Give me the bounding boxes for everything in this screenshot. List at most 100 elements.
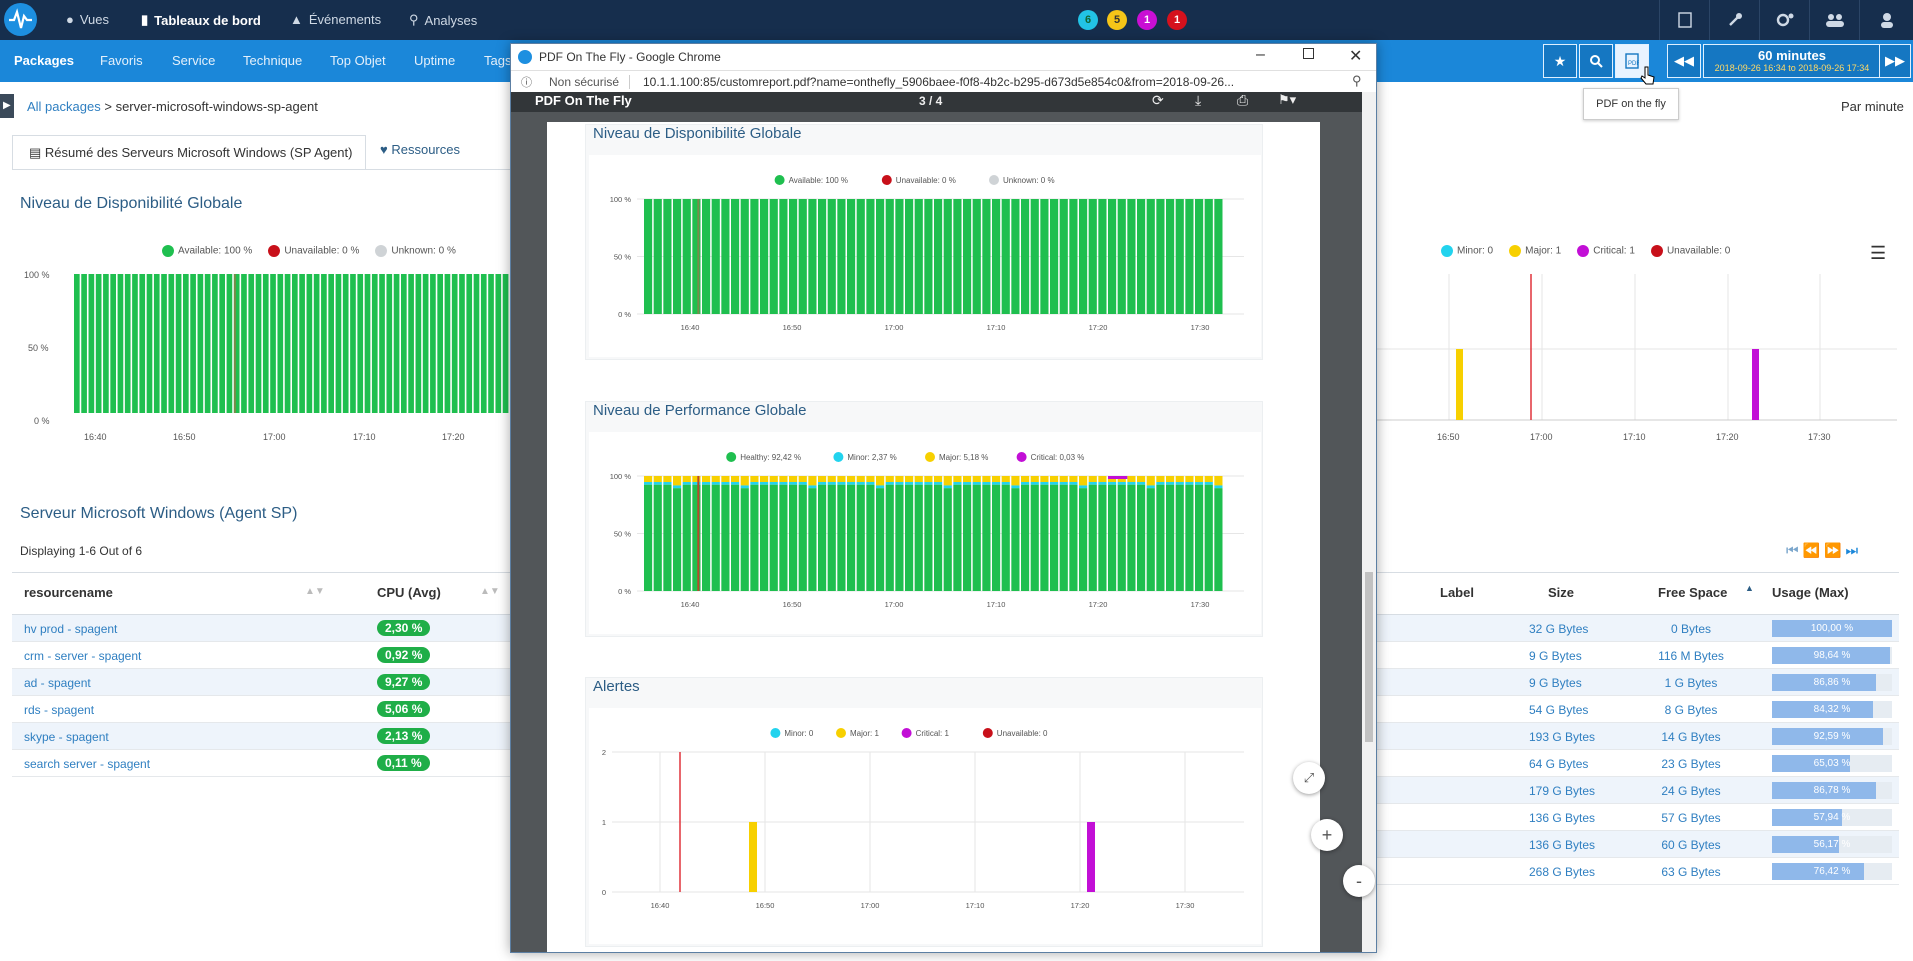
minor-alert-badge[interactable]: 6 (1078, 10, 1098, 30)
tab-favoris[interactable]: Favoris (100, 53, 143, 68)
rotate-icon[interactable]: ⟳ (1152, 92, 1164, 108)
col-free-space[interactable]: Free Space (1658, 585, 1728, 600)
table-row[interactable]: 64 G Bytes 23 G Bytes 65,03 % (1377, 750, 1899, 777)
pdf-icon: PDF (1625, 53, 1639, 69)
users-icon[interactable] (1809, 0, 1859, 40)
sort-asc-icon[interactable]: ▲ (1745, 583, 1754, 593)
maximize-icon[interactable] (1303, 48, 1314, 59)
favorite-star-button[interactable]: ★ (1543, 44, 1577, 78)
tab-tags[interactable]: Tags (484, 53, 512, 68)
table-row[interactable]: rds - spagent 5,06 % (12, 696, 510, 723)
legend-major[interactable]: Major: 1 (1509, 245, 1561, 257)
search-button[interactable] (1579, 44, 1613, 78)
zoom-in-button[interactable]: + (1311, 819, 1343, 851)
bookmark-icon[interactable]: ⚑▾ (1278, 92, 1297, 107)
col-resourcename[interactable]: resourcename (24, 585, 113, 600)
tab-technique[interactable]: Technique (243, 53, 303, 68)
critical-alert-badge[interactable]: 1 (1137, 10, 1157, 30)
usage-value: 100,00 % (1810, 623, 1854, 634)
nav-evenements[interactable]: ▲ Événements (290, 12, 382, 27)
minor-segment (827, 481, 836, 485)
tab-service[interactable]: Service (172, 53, 216, 68)
availability-bar (663, 199, 672, 314)
pdf-on-the-fly-button[interactable]: PDF (1615, 44, 1649, 78)
sort-icon[interactable]: ▲▼ (305, 586, 325, 597)
legend-unavailable[interactable]: Unavailable: 0 (1650, 245, 1730, 257)
table-row[interactable]: 136 G Bytes 57 G Bytes 57,94 % (1377, 804, 1899, 831)
table-row[interactable]: 9 G Bytes 1 G Bytes 86,86 % (1377, 669, 1899, 696)
col-cpu-avg[interactable]: CPU (Avg) (377, 585, 441, 600)
table-icon: ▤ (29, 145, 45, 160)
table-row[interactable]: 9 G Bytes 116 M Bytes 98,64 % (1377, 642, 1899, 669)
sort-icon[interactable]: ▲▼ (480, 586, 500, 597)
app-logo-icon[interactable] (4, 3, 37, 36)
chart-menu-icon[interactable]: ☰ (1870, 243, 1887, 263)
table-row[interactable]: skype - spagent 2,13 % (12, 723, 510, 750)
minor-segment (653, 481, 662, 485)
scrollbar-thumb[interactable] (1365, 572, 1373, 742)
availability-bar (371, 274, 378, 413)
granularity-label[interactable]: Par minute (1841, 99, 1904, 114)
table-row[interactable]: search server - spagent 0,11 % (12, 750, 510, 777)
nav-tableaux-de-bord[interactable]: ▮ Tableaux de bord (141, 12, 261, 28)
unavailable-alert-badge[interactable]: 1 (1167, 10, 1187, 30)
table-row[interactable]: 193 G Bytes 14 G Bytes 92,59 % (1377, 723, 1899, 750)
scrollbar[interactable] (1362, 92, 1376, 952)
minor-segment (1166, 481, 1175, 485)
zoom-out-button[interactable]: - (1343, 865, 1375, 897)
major-segment (1079, 476, 1088, 486)
close-icon[interactable]: ✕ (1349, 48, 1363, 65)
y-tick: 100 % (24, 270, 50, 280)
table-row[interactable]: 32 G Bytes 0 Bytes 100,00 % (1377, 615, 1899, 642)
legend-critical[interactable]: Critical: 1 (1577, 245, 1635, 257)
minor-segment (963, 481, 972, 485)
info-icon[interactable]: ⓘ (521, 77, 532, 89)
print-icon[interactable]: ⎙ (1237, 92, 1249, 108)
table-row[interactable]: 268 G Bytes 63 G Bytes 76,42 % (1377, 858, 1899, 885)
time-forward-button[interactable]: ▶▶ (1879, 44, 1911, 78)
table-row[interactable]: hv prod - spagent 2,30 % (12, 615, 510, 642)
legend-unknown[interactable]: Unknown: 0 % (375, 245, 456, 257)
pagination-controls[interactable]: ⏮⏪⏩⏭ (1786, 542, 1862, 559)
tab-top-objet[interactable]: Top Objet (330, 53, 386, 68)
col-usage-max[interactable]: Usage (Max) (1772, 585, 1849, 600)
table-row[interactable]: 179 G Bytes 24 G Bytes 86,78 % (1377, 777, 1899, 804)
col-size[interactable]: Size (1548, 585, 1575, 600)
address-bar[interactable]: ⓘ Non sécurisé 10.1.1.100:85/customrepor… (511, 72, 1376, 92)
user-icon[interactable] (1859, 0, 1913, 40)
gears-icon[interactable] (1759, 0, 1809, 40)
legend-minor[interactable]: Minor: 0 (1441, 245, 1493, 257)
major-alert-badge[interactable]: 5 (1107, 10, 1127, 30)
tab-packages[interactable]: Packages (14, 53, 74, 68)
tab-uptime[interactable]: Uptime (414, 53, 456, 68)
url-field[interactable]: 10.1.1.100:85/customreport.pdf?name=onth… (643, 75, 1235, 89)
tab-resources[interactable]: ♥ Ressources (380, 142, 460, 157)
fit-page-button[interactable]: ⤢ (1293, 762, 1325, 794)
availability-bar (1011, 199, 1020, 314)
pdf-icon[interactable] (1659, 0, 1709, 40)
minor-segment (808, 485, 817, 489)
breadcrumb-root[interactable]: All packages (27, 99, 101, 114)
wrench-icon[interactable] (1709, 0, 1759, 40)
tab-summary[interactable]: ▤ Résumé des Serveurs Microsoft Windows … (12, 135, 366, 170)
major-segment (876, 476, 885, 486)
legend-available[interactable]: Available: 100 % (162, 245, 252, 257)
minimize-icon[interactable]: – (1256, 46, 1265, 63)
minor-segment (856, 481, 865, 485)
table-row[interactable]: crm - server - spagent 0,92 % (12, 642, 510, 669)
time-back-button[interactable]: ◀◀ (1667, 44, 1701, 78)
col-label[interactable]: Label (1440, 585, 1474, 600)
time-range-selector[interactable]: 60 minutes 2018-09-26 16:34 to 2018-09-2… (1703, 44, 1881, 78)
zoom-icon[interactable]: ⚲ (1352, 73, 1362, 88)
nav-analyses[interactable]: ⚲ Analyses (409, 12, 478, 28)
usage-value: 57,94 % (1813, 812, 1851, 823)
table-row[interactable]: ad - spagent 9,27 % (12, 669, 510, 696)
critical-alert-bar (1087, 822, 1095, 892)
healthy-segment (692, 484, 701, 591)
legend-unavailable[interactable]: Unavailable: 0 % (268, 245, 359, 257)
sidebar-toggle-button[interactable]: ▶ (0, 94, 14, 118)
download-icon[interactable]: ⤓ (1195, 92, 1202, 108)
table-row[interactable]: 136 G Bytes 60 G Bytes 56,17 % (1377, 831, 1899, 858)
nav-vues[interactable]: ● Vues (66, 12, 110, 27)
table-row[interactable]: 54 G Bytes 8 G Bytes 84,32 % (1377, 696, 1899, 723)
